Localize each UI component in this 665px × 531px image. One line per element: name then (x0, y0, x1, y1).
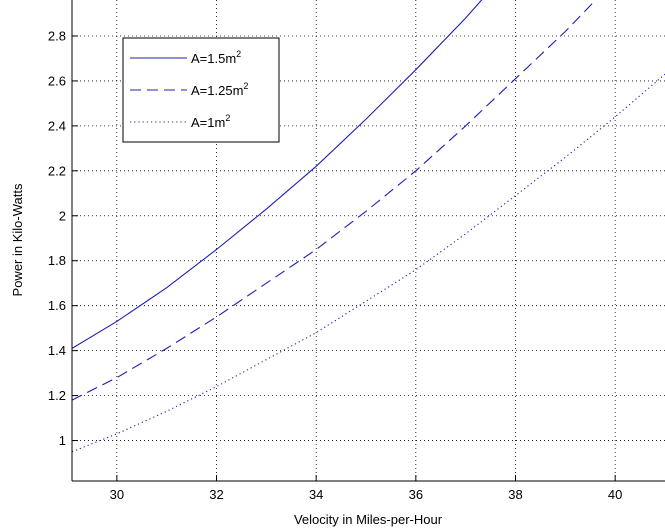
legend-label-0: A=1.5m2 (191, 49, 241, 66)
axes (71, 0, 665, 482)
legend-label-superscript-1: 2 (243, 81, 248, 91)
x-tick-label-2: 34 (309, 487, 323, 502)
y-tick-label-8: 2.6 (48, 73, 66, 88)
y-tick-label-7: 2.4 (48, 118, 66, 133)
x-tick-label-0: 30 (110, 487, 124, 502)
legend-label-main-0: A=1.5m (191, 51, 236, 66)
y-axis-label: Power in Kilo-Watts (10, 183, 25, 296)
legend-label-superscript-2: 2 (225, 113, 230, 123)
y-tick-label-4: 1.8 (48, 253, 66, 268)
legend-label-superscript-0: 2 (236, 49, 241, 59)
grid-lines (72, 0, 665, 481)
y-tick-label-5: 2 (59, 208, 66, 223)
legend-label-main-2: A=1m (191, 115, 225, 130)
x-axis-ticks: 30 32 34 36 38 40 (110, 475, 622, 502)
x-tick-label-1: 32 (209, 487, 223, 502)
x-tick-label-4: 38 (508, 487, 522, 502)
x-tick-label-5: 40 (608, 487, 622, 502)
series-layer (72, 0, 665, 453)
y-axis-ticks: 1 1.2 1.4 1.6 1.8 2 2.2 2.4 2.6 2.8 (48, 28, 78, 448)
x-axis-label: Velocity in Miles-per-Hour (294, 512, 443, 527)
x-tick-label-3: 36 (409, 487, 423, 502)
y-tick-label-2: 1.4 (48, 343, 66, 358)
legend-label-1: A=1.25m2 (191, 81, 248, 98)
y-tick-label-0: 1 (59, 433, 66, 448)
series-line-0 (72, 0, 483, 349)
series-line-1 (72, 0, 597, 401)
y-tick-label-3: 1.6 (48, 298, 66, 313)
legend-label-2: A=1m2 (191, 113, 230, 130)
y-tick-label-6: 2.2 (48, 163, 66, 178)
y-tick-label-1: 1.2 (48, 388, 66, 403)
legend-label-main-1: A=1.25m (191, 83, 243, 98)
y-tick-label-9: 2.8 (48, 28, 66, 43)
